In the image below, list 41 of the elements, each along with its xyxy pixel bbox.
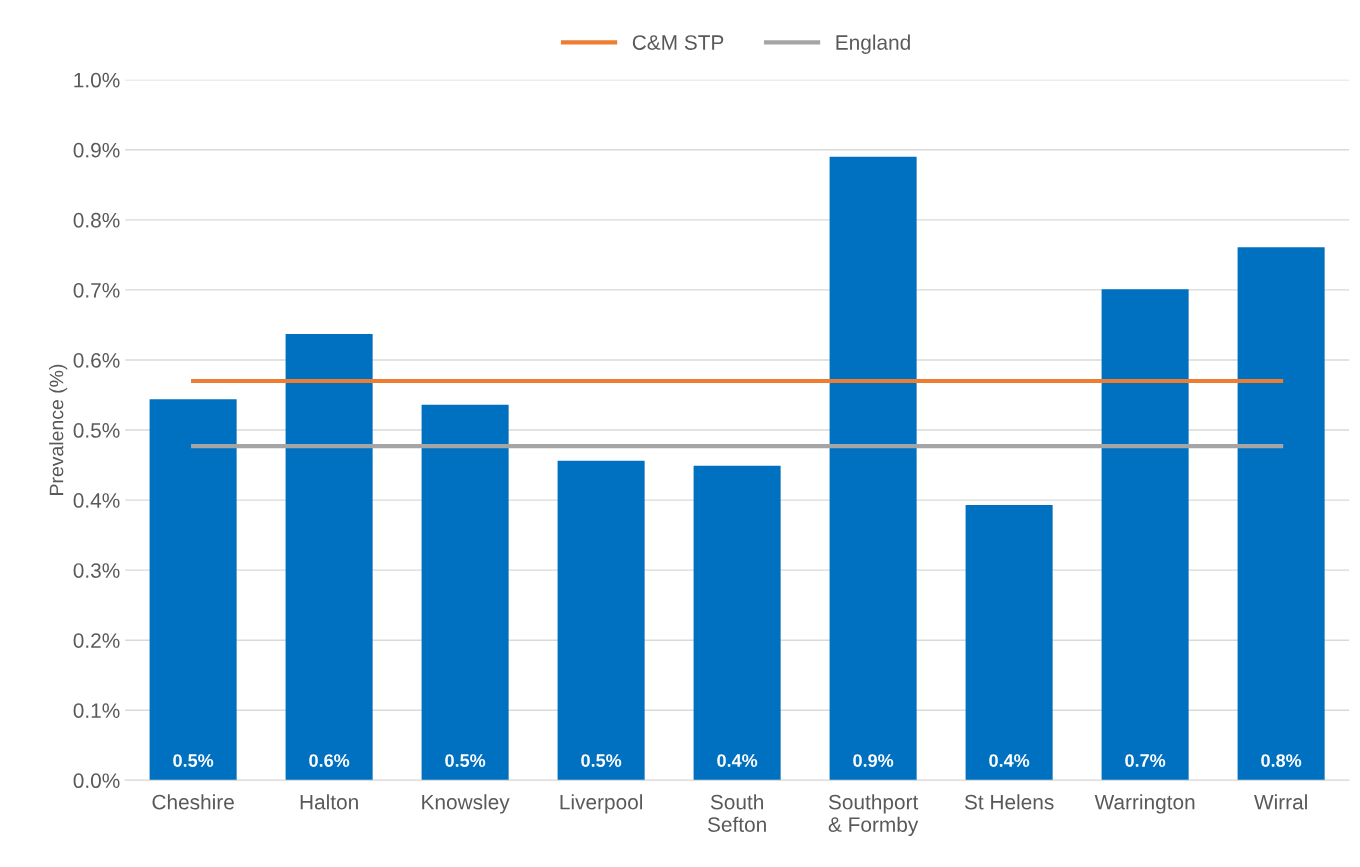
bar [421, 404, 509, 781]
data-label: 0.5% [445, 754, 486, 767]
data-label: 0.9% [853, 754, 894, 767]
y-tick-label: 0.1% [73, 703, 120, 718]
y-tick-label: 0.6% [73, 352, 120, 368]
data-label: 0.5% [173, 754, 214, 767]
x-tick-label: Cheshire [152, 794, 234, 810]
y-tick-label: 0.0% [73, 773, 120, 789]
x-tick-label: South Sefton [707, 794, 766, 832]
data-label: 0.7% [1125, 754, 1166, 767]
bar [557, 460, 645, 781]
bar [693, 465, 781, 781]
y-tick-label: 0.5% [73, 423, 120, 438]
data-label: 0.4% [989, 754, 1030, 767]
y-tick-label: 0.7% [73, 282, 120, 298]
x-tick-label: Wirral [1254, 794, 1307, 810]
y-tick-label: 0.9% [73, 142, 120, 158]
x-tick-label: Southport & Formby [828, 794, 919, 837]
y-tick-label: 0.8% [73, 212, 120, 228]
y-tick-label: 1.0% [74, 72, 120, 88]
data-label: 0.8% [1261, 754, 1302, 767]
bar [285, 334, 373, 781]
y-tick-label: 0.2% [73, 633, 120, 648]
x-tick-label: Warrington [1094, 794, 1195, 814]
x-tick-label: Knowsley [422, 794, 510, 814]
bar [829, 156, 917, 781]
y-tick-label: 0.3% [73, 563, 120, 578]
legend-label: C&M STP [632, 35, 724, 50]
data-label: 0.6% [309, 754, 350, 767]
data-label: 0.5% [581, 754, 622, 767]
x-tick-label: St Helens [964, 794, 1054, 810]
x-tick-label: Liverpool [560, 794, 642, 814]
bar [965, 504, 1053, 781]
y-axis-title: Prevalence (%) [49, 364, 68, 495]
bar [1101, 289, 1189, 781]
legend-label: England [836, 34, 910, 55]
data-label: 0.4% [717, 754, 758, 767]
bar [149, 399, 237, 781]
bar [1237, 247, 1325, 781]
x-tick-label: Halton [300, 794, 358, 810]
y-tick-label: 0.4% [73, 493, 120, 508]
